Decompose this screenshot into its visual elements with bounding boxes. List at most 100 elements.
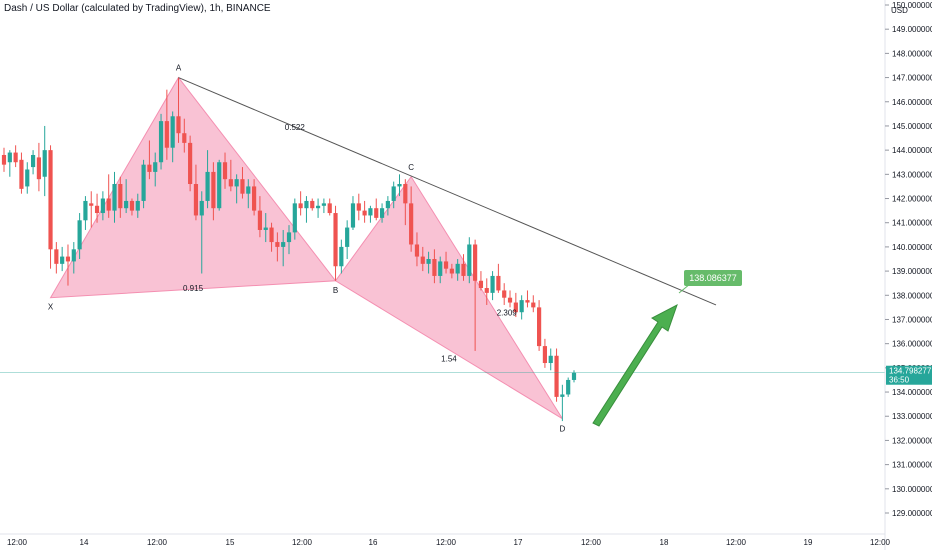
candle-body <box>513 302 518 313</box>
y-tick-label: 129.000000 <box>892 509 932 518</box>
x-tick-label: 12:00 <box>7 538 28 547</box>
candle-body <box>252 186 257 211</box>
candle <box>455 259 460 281</box>
candle <box>327 198 332 216</box>
candle <box>176 77 181 143</box>
candle <box>48 145 53 269</box>
candle <box>385 196 390 216</box>
candle <box>89 191 94 228</box>
candle <box>1 147 7 172</box>
bullish-arrow <box>592 303 678 427</box>
candle-body <box>246 186 251 194</box>
candle <box>414 232 420 267</box>
candle-body <box>496 275 501 291</box>
candle-body <box>467 244 472 276</box>
candle <box>42 125 47 197</box>
candle-body <box>71 249 76 262</box>
candle-body <box>531 302 536 308</box>
candle-body <box>525 300 530 303</box>
candle-body <box>205 171 210 201</box>
candle <box>292 198 297 240</box>
candle <box>537 300 542 351</box>
candle-body <box>315 205 321 209</box>
x-tick-label: 12:00 <box>436 538 457 547</box>
candle-body <box>333 213 338 267</box>
candle <box>339 239 344 274</box>
candle <box>426 251 431 274</box>
candle-body <box>298 203 303 209</box>
candle <box>286 225 292 255</box>
candle <box>473 239 478 351</box>
candle-body <box>153 162 158 172</box>
y-tick-label: 146.000000 <box>892 98 932 107</box>
candle <box>77 213 82 259</box>
candle <box>118 176 123 218</box>
candle-body <box>19 159 24 189</box>
drawings <box>0 77 885 427</box>
candle <box>13 145 18 168</box>
candle-body <box>362 210 367 216</box>
candle <box>106 174 111 218</box>
candle <box>135 193 140 218</box>
candle-body <box>502 290 507 298</box>
candle <box>513 292 518 318</box>
candle-body <box>211 171 216 209</box>
candle <box>275 232 280 262</box>
candle-body <box>234 179 239 187</box>
target-value: 138.086377 <box>689 273 737 283</box>
candle-body <box>426 259 431 264</box>
candle <box>124 179 129 214</box>
candle-body <box>7 152 12 163</box>
candle-body <box>519 300 524 313</box>
candle-body <box>222 162 228 180</box>
candle-body <box>182 133 187 143</box>
candle <box>71 242 76 274</box>
candle-body <box>356 203 361 211</box>
currency-label: USD <box>891 6 908 15</box>
candle <box>54 242 59 274</box>
candle <box>83 196 88 230</box>
candle-body <box>507 297 513 303</box>
candle <box>379 203 385 223</box>
ratio-cd: 2.309 <box>497 309 518 318</box>
current-price-value: 134.798277 <box>889 367 932 376</box>
candle <box>246 179 251 209</box>
candle-body <box>397 184 402 187</box>
candle-body <box>13 152 18 163</box>
candle <box>205 150 210 209</box>
candle <box>362 200 367 223</box>
y-tick-label: 145.000000 <box>892 122 932 131</box>
candle <box>554 348 559 402</box>
candle <box>234 174 239 204</box>
candle-body <box>176 116 181 134</box>
candle-body <box>542 346 548 364</box>
candle <box>25 162 30 194</box>
candle-body <box>106 198 111 211</box>
candle <box>217 159 222 211</box>
x-tick-label: 12:00 <box>147 538 168 547</box>
y-tick-label: 137.000000 <box>892 315 932 324</box>
candle-body <box>443 261 449 269</box>
candle <box>345 220 350 259</box>
candle <box>298 191 303 216</box>
candle-body <box>77 220 82 250</box>
candle <box>368 205 373 223</box>
candle-body <box>560 394 565 397</box>
candle-body <box>42 150 47 177</box>
candle <box>153 152 158 187</box>
candle-body <box>1 154 7 165</box>
candle-body <box>281 242 286 247</box>
candle <box>333 205 338 281</box>
candle-body <box>321 203 326 206</box>
x-tick-label: 14 <box>80 538 89 547</box>
candle <box>199 191 204 274</box>
candle <box>519 295 524 320</box>
candle <box>304 196 309 223</box>
candle-body <box>147 164 152 172</box>
x-tick-label: 18 <box>660 538 669 547</box>
candle <box>484 278 489 305</box>
current-price-badge <box>886 365 932 385</box>
candle-body <box>473 244 478 281</box>
candle-body <box>263 227 268 230</box>
